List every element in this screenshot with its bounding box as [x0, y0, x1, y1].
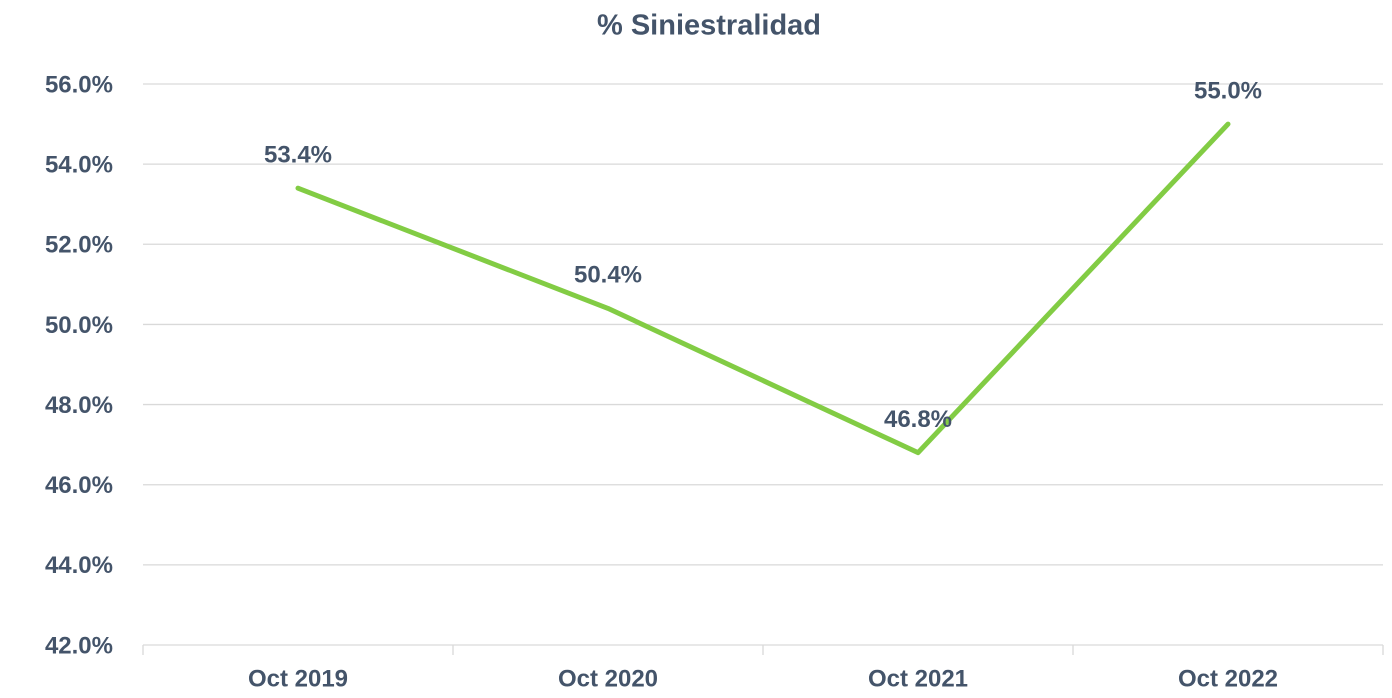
- y-tick-label: 42.0%: [45, 632, 113, 659]
- data-line: [295, 121, 1231, 456]
- data-label: 55.0%: [1194, 77, 1262, 104]
- y-tick-label: 52.0%: [45, 232, 113, 259]
- data-label: 50.4%: [574, 262, 642, 289]
- x-tick-label: Oct 2020: [558, 665, 658, 692]
- y-tick-label: 50.0%: [45, 312, 113, 339]
- x-tick-label: Oct 2022: [1178, 665, 1278, 692]
- x-tick-label: Oct 2021: [868, 665, 968, 692]
- x-tick-label: Oct 2019: [248, 665, 348, 692]
- y-tick-label: 48.0%: [45, 392, 113, 419]
- chart-title: % Siniestralidad: [597, 10, 821, 42]
- data-label: 53.4%: [264, 142, 332, 169]
- y-tick-label: 46.0%: [45, 472, 113, 499]
- data-label: 46.8%: [884, 406, 952, 433]
- y-tick-label: 54.0%: [45, 151, 113, 178]
- y-tick-label: 44.0%: [45, 552, 113, 579]
- y-tick-label: 56.0%: [45, 71, 113, 98]
